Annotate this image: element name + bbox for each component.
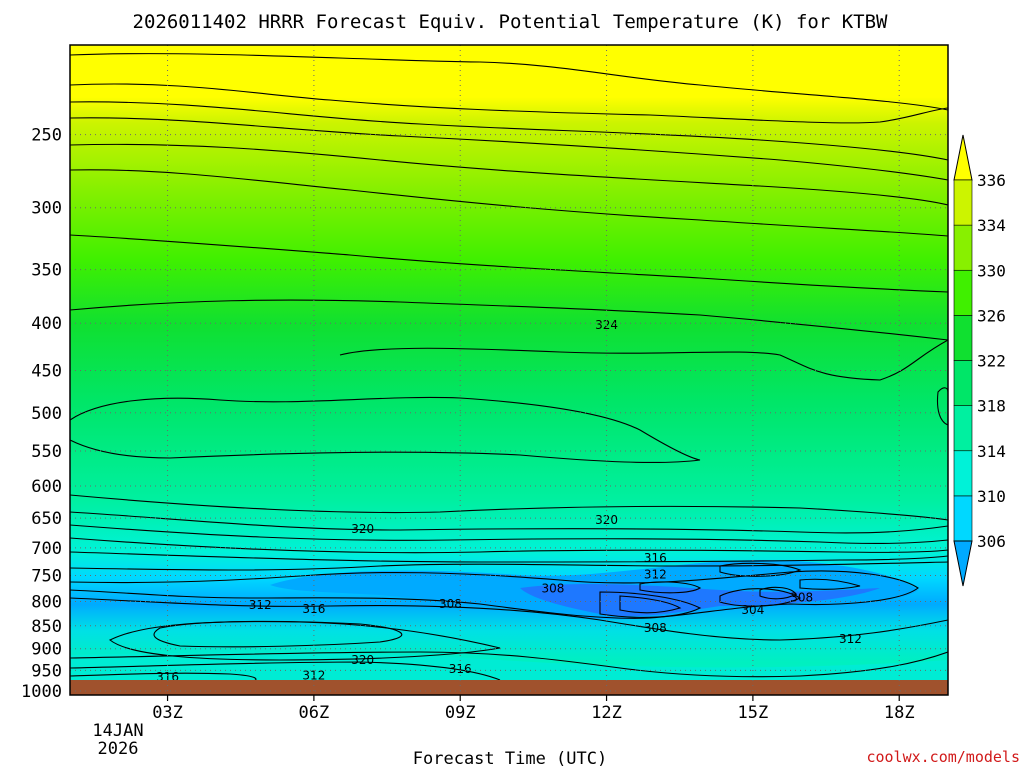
x-tick-label: 06Z [299, 703, 330, 723]
y-tick-label: 650 [31, 509, 62, 529]
contour-label: 312 [839, 632, 862, 646]
contour-label-text: 312 [249, 598, 272, 612]
colorbar-segment [953, 405, 973, 452]
chart-title: 2026011402 HRRR Forecast Equiv. Potentia… [133, 11, 889, 33]
y-tick-label: 250 [31, 126, 62, 146]
y-tick-label: 1000 [21, 682, 62, 702]
contour-label: 320 [351, 653, 374, 667]
plot-frame [69, 44, 949, 696]
contour-label-text: 316 [449, 662, 472, 676]
y-tick-label: 550 [31, 442, 62, 462]
colorbar-segment [953, 450, 973, 497]
y-tick-label: 450 [31, 361, 62, 381]
x-tick-label: 12Z [591, 703, 622, 723]
colorbar-segment [953, 224, 973, 271]
x-tick-label: 15Z [738, 703, 769, 723]
contour-label-text: 320 [351, 653, 374, 667]
source-credit[interactable]: coolwx.com/models [866, 748, 1020, 766]
x-date-label-day: 14JAN [92, 721, 143, 741]
colorbar-label: 306 [977, 532, 1006, 551]
x-date-label-year: 2026 [98, 739, 139, 759]
contour-label: 312 [644, 567, 667, 581]
contour-label: 320 [595, 513, 618, 527]
colorbar-segment [953, 360, 973, 406]
y-tick-label: 400 [31, 314, 62, 334]
colorbar-label: 330 [977, 261, 1006, 280]
contour-label-text: 320 [595, 513, 618, 527]
contour-label-text: 312 [644, 567, 667, 581]
contour-label-text: 316 [302, 602, 325, 616]
grid-lines [70, 45, 948, 695]
x-axis-title: Forecast Time (UTC) [413, 749, 607, 768]
x-tick-label: 18Z [884, 703, 915, 723]
contour-label-text: 316 [644, 551, 667, 565]
colorbar-extend-bottom [953, 540, 973, 587]
colorbar-extend-top [953, 134, 973, 181]
contour-label: 308 [644, 621, 667, 635]
contour-label-text: 312 [839, 632, 862, 646]
x-tick-label: 03Z [152, 703, 183, 723]
contour-label-text: 304 [741, 603, 764, 617]
ground-surface [70, 680, 948, 695]
colorbar-label: 314 [977, 442, 1006, 461]
y-tick-label: 900 [31, 640, 62, 660]
contour-label: 308 [541, 582, 564, 596]
y-tick-label: 850 [31, 617, 62, 637]
y-tick-label: 750 [31, 567, 62, 587]
y-tick-label: 600 [31, 477, 62, 497]
contour-lines [70, 53, 948, 683]
contour-label-text: 308 [790, 590, 813, 604]
contour-label: 320 [351, 522, 374, 536]
surface-moist-band [70, 652, 948, 680]
colorbar-label: 326 [977, 306, 1006, 325]
contour-label: 316 [449, 662, 472, 676]
contour-label-text: 320 [351, 522, 374, 536]
colorbar-label: 310 [977, 487, 1006, 506]
y-tick-label: 950 [31, 661, 62, 681]
y-tick-label: 500 [31, 404, 62, 424]
contour-label-text: 308 [644, 621, 667, 635]
colorbar-label: 318 [977, 397, 1006, 416]
x-axis-ticks: 03Z 06Z 09Z 12Z 15Z 18Z [152, 695, 915, 723]
colorbar-segment [953, 269, 973, 316]
contour-label: 312 [249, 598, 272, 612]
contour-label: 316 [302, 602, 325, 616]
contour-label: 304 [741, 603, 764, 617]
colorbar-segment [953, 495, 973, 542]
contour-label: 308 [790, 590, 813, 604]
y-tick-label: 800 [31, 592, 62, 612]
colorbar-label: 336 [977, 171, 1006, 190]
x-tick-label: 09Z [445, 703, 476, 723]
y-tick-label: 350 [31, 261, 62, 281]
contour-label-text: 308 [439, 597, 462, 611]
colorbar-label: 322 [977, 352, 1006, 371]
contour-label: 308 [439, 597, 462, 611]
colorbar-segment [953, 315, 973, 361]
contour-label-text: 308 [541, 582, 564, 596]
colorbar-label: 334 [977, 216, 1006, 235]
colorbar: 306 310 314 318 322 326 330 334 336 [953, 134, 1006, 587]
y-tick-label: 300 [31, 199, 62, 219]
contour-label: 316 [644, 551, 667, 565]
y-tick-label: 700 [31, 539, 62, 559]
y-axis-ticks: 250 300 350 400 450 500 550 600 650 700 750 800 850 9… [21, 126, 62, 702]
colorbar-segment [953, 179, 973, 226]
